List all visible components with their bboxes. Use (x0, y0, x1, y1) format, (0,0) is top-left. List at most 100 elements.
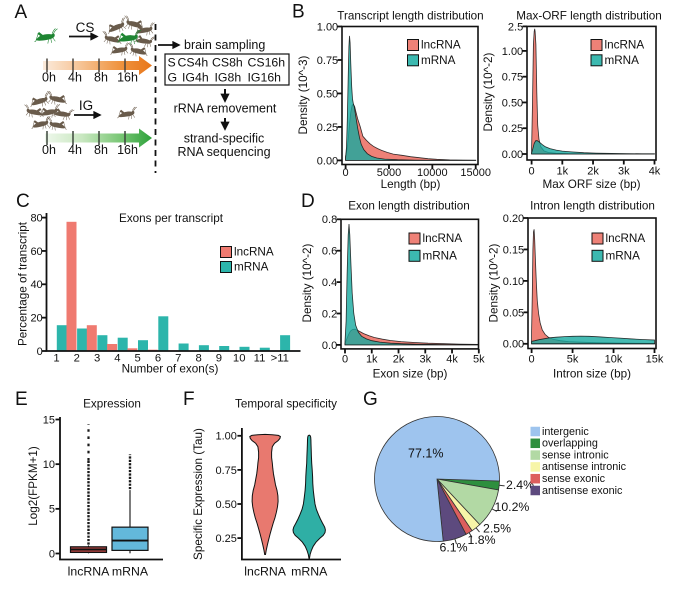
chart-transcript_length: 0.00 0.25 0.50 0.75 1.00 0 5000 10000 15000 Trans… (297, 10, 491, 192)
exons_per_transcript-y-tick-label: 60 (30, 246, 42, 258)
intron_length-area-lncRNA (531, 229, 655, 345)
intron_length-x-tick-label: 10k (605, 354, 623, 366)
temporal_specificity-cat-label: mRNA (291, 565, 328, 579)
lncrna_classes-pct-label: 1.8% (468, 533, 496, 547)
exons_per_transcript-y-tick-label: 20 (30, 313, 42, 325)
exons_per_transcript-x-tick-label: 6 (155, 353, 161, 365)
intron_length-y-tick-label: 0.05 (503, 307, 524, 319)
timeline-label-bottom: 8h (94, 143, 108, 157)
exons_per_transcript-bar-mRNA-4 (117, 337, 128, 351)
max_orf_length-y-tick-label: 2.5 (508, 21, 523, 33)
exon_length-panel-border (340, 218, 480, 350)
exons_per_transcript-bar-mRNA-10 (239, 346, 250, 351)
temporal_specificity-cat-label: lncRNA (244, 565, 286, 579)
sample-box-cell: CS4h (178, 56, 209, 70)
exon_length-y-tick-label: 0.6 (322, 246, 337, 258)
lncrna_classes-legend-swatch-overlapping (530, 438, 540, 449)
exons_per_transcript-legend-label-lncRNA: lncRNA (234, 246, 274, 259)
timeline-label-top: 4h (68, 71, 82, 85)
exon_length-x-tick-label: 2k (393, 354, 405, 366)
exons_per_transcript-y-label: Percentage of transcript (17, 221, 30, 346)
panel-label-c: C (16, 191, 30, 212)
transcript_length-x-tick-label: 10000 (417, 167, 448, 179)
transcript_length-title: Transcript length distribution (337, 10, 483, 23)
expression-cat-label: mRNA (112, 565, 149, 579)
expression-y-tick-label: 10 (43, 459, 55, 471)
timeline-label-top: 8h (94, 71, 108, 85)
lncrna_classes-pct-label: 2.5% (483, 522, 511, 536)
exons_per_transcript-y-tick-label: 0 (37, 346, 43, 358)
exon_length-area-mRNA (344, 223, 479, 346)
intron_length-legend-label-lncRNA: lncRNA (606, 232, 646, 245)
intron_length-x-label: Intron size (bp) (553, 368, 631, 381)
intron_length-y-tick-label: 0.10 (503, 276, 524, 288)
lncrna_classes-leader (454, 538, 457, 545)
transcript_length-legend-label-lncRNA: lncRNA (421, 39, 461, 52)
grasshopper-brown-icon (27, 91, 52, 110)
exon_length-x-tick-label: 0 (342, 354, 348, 366)
sample-box-cell: IG8h (215, 71, 242, 85)
temporal_specificity-title: Temporal specificity (235, 398, 337, 411)
max_orf_length-panel-border (526, 25, 657, 161)
max_orf_length-title: Max-ORF length distribution (516, 10, 662, 23)
chart-exon_length: 0.0 0.2 0.4 0.6 0.8 0 1k 2k 3k 4k 5k Exon length di… (301, 200, 485, 381)
chart-intron_length: 0.00 0.05 0.10 0.15 0.20 0 5k 10k 15k Intron leng… (488, 200, 664, 381)
temporal_specificity-y-label: Specific Expression (Tau) (192, 428, 205, 560)
exons_per_transcript-bar-mRNA-11 (259, 347, 270, 351)
exons_per_transcript-x-tick-label: 7 (175, 353, 181, 365)
panel-label-d: D (301, 191, 315, 212)
max_orf_length-y-tick-label: 0.00 (502, 149, 523, 161)
exon_length-y-tick-label: 0.0 (322, 340, 337, 352)
grasshopper-brown-icon (22, 104, 45, 119)
exon_length-y-tick-label: 0.8 (322, 214, 337, 226)
exons_per_transcript-x-tick-label: 5 (135, 353, 141, 365)
intron_length-legend-swatch-lncRNA (591, 232, 604, 245)
transcript_length-area-mRNA (345, 35, 477, 161)
max_orf_length-area-mRNA (531, 140, 655, 155)
exon_length-legend-label-mRNA: mRNA (423, 249, 458, 262)
exons_per_transcript-x-tick-label: 8 (195, 353, 201, 365)
grasshopper-brown-icon (45, 117, 68, 132)
rrna-removement-label: rRNA removement (174, 102, 277, 116)
lncrna_classes-legend-label-antisense-exonic: antisense exonic (542, 485, 623, 497)
temporal_specificity-y-tick-label: 0.75 (215, 465, 236, 477)
exons_per_transcript-bar-lncRNA-2 (66, 221, 77, 351)
lncrna_classes-legend-swatch-sense-exonic (530, 473, 540, 484)
timeline-label-bottom: 4h (68, 143, 82, 157)
panel-label-g: G (363, 389, 378, 410)
transcript_length-legend-label-mRNA: mRNA (421, 54, 456, 67)
transcript_length-x-tick-label: 5000 (377, 167, 401, 179)
exons_per_transcript-bar-mRNA-6 (158, 316, 169, 351)
exons_per_transcript-bar-mRNA->11 (280, 335, 291, 351)
exons_per_transcript-bar-lncRNA-5 (127, 348, 138, 351)
exons_per_transcript-bar-mRNA-3 (97, 335, 108, 351)
lncrna_classes-leader (475, 527, 480, 533)
intron_length-x-tick-label: 5k (567, 354, 579, 366)
grasshopper-brown-icon (116, 106, 138, 121)
max_orf_length-x-tick-label: 0 (529, 166, 535, 178)
transcript_length-x-tick-label: 0 (343, 167, 349, 179)
max_orf_length-y-label: Density (10^-2) (482, 52, 495, 131)
exons_per_transcript-x-tick-label: 2 (74, 353, 80, 365)
transcript_length-x-tick-label: 15000 (460, 167, 491, 179)
lncrna_classes-legend-label-intergenic: intergenic (542, 426, 589, 438)
temporal_specificity-y-tick-label: 0.50 (215, 499, 236, 511)
exon_length-legend-swatch-lncRNA (408, 232, 421, 245)
lncrna_classes-legend-swatch-sense-intronic (530, 450, 540, 460)
exon_length-x-tick-label: 1k (366, 354, 378, 366)
intron_length-legend-label-mRNA: mRNA (606, 249, 641, 262)
expression-title: Expression (83, 398, 141, 411)
lncrna_classes-pct-label: 6.1% (440, 541, 468, 555)
exons_per_transcript-legend-label-mRNA: mRNA (234, 261, 269, 274)
transcript_length-y-tick-label: 0.00 (317, 155, 338, 167)
exons_per_transcript-bar-mRNA-5 (138, 340, 148, 351)
intron_length-y-tick-label: 0.20 (503, 213, 524, 225)
transcript_length-y-tick-label: 0.50 (317, 88, 338, 100)
transcript_length-legend-swatch-lncRNA (407, 39, 419, 51)
exons_per_transcript-bar-lncRNA-3 (86, 325, 97, 351)
exons_per_transcript-x-tick-label: 3 (94, 353, 100, 365)
lncrna_classes-legend-label-sense-intronic: sense intronic (542, 449, 609, 461)
chart-expression: 0 5 10 15 Expression Log2(FPKM+1) lncRNA mRNA (27, 398, 163, 579)
sample-box-cell: CS8h (212, 56, 243, 70)
temporal_specificity-y-tick-label: 0.25 (215, 533, 236, 545)
